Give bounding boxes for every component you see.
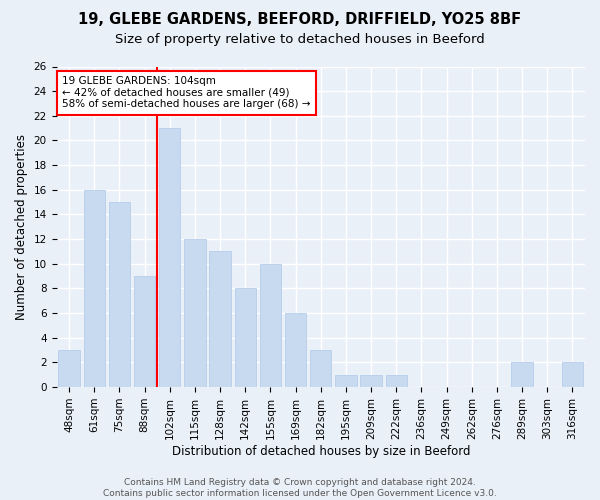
Bar	[209, 252, 231, 387]
Text: 19, GLEBE GARDENS, BEEFORD, DRIFFIELD, YO25 8BF: 19, GLEBE GARDENS, BEEFORD, DRIFFIELD, Y…	[79, 12, 521, 28]
Bar	[511, 362, 533, 387]
Bar	[361, 375, 382, 387]
X-axis label: Distribution of detached houses by size in Beeford: Distribution of detached houses by size …	[172, 444, 470, 458]
Bar	[310, 350, 331, 387]
Bar	[134, 276, 155, 387]
Bar	[386, 375, 407, 387]
Bar	[285, 313, 306, 387]
Bar	[159, 128, 181, 387]
Bar	[184, 239, 206, 387]
Bar	[335, 375, 356, 387]
Bar	[58, 350, 80, 387]
Bar	[83, 190, 105, 387]
Bar	[235, 288, 256, 387]
Text: Size of property relative to detached houses in Beeford: Size of property relative to detached ho…	[115, 32, 485, 46]
Y-axis label: Number of detached properties: Number of detached properties	[15, 134, 28, 320]
Bar	[109, 202, 130, 387]
Text: 19 GLEBE GARDENS: 104sqm
← 42% of detached houses are smaller (49)
58% of semi-d: 19 GLEBE GARDENS: 104sqm ← 42% of detach…	[62, 76, 310, 110]
Bar	[260, 264, 281, 387]
Text: Contains HM Land Registry data © Crown copyright and database right 2024.
Contai: Contains HM Land Registry data © Crown c…	[103, 478, 497, 498]
Bar	[562, 362, 583, 387]
